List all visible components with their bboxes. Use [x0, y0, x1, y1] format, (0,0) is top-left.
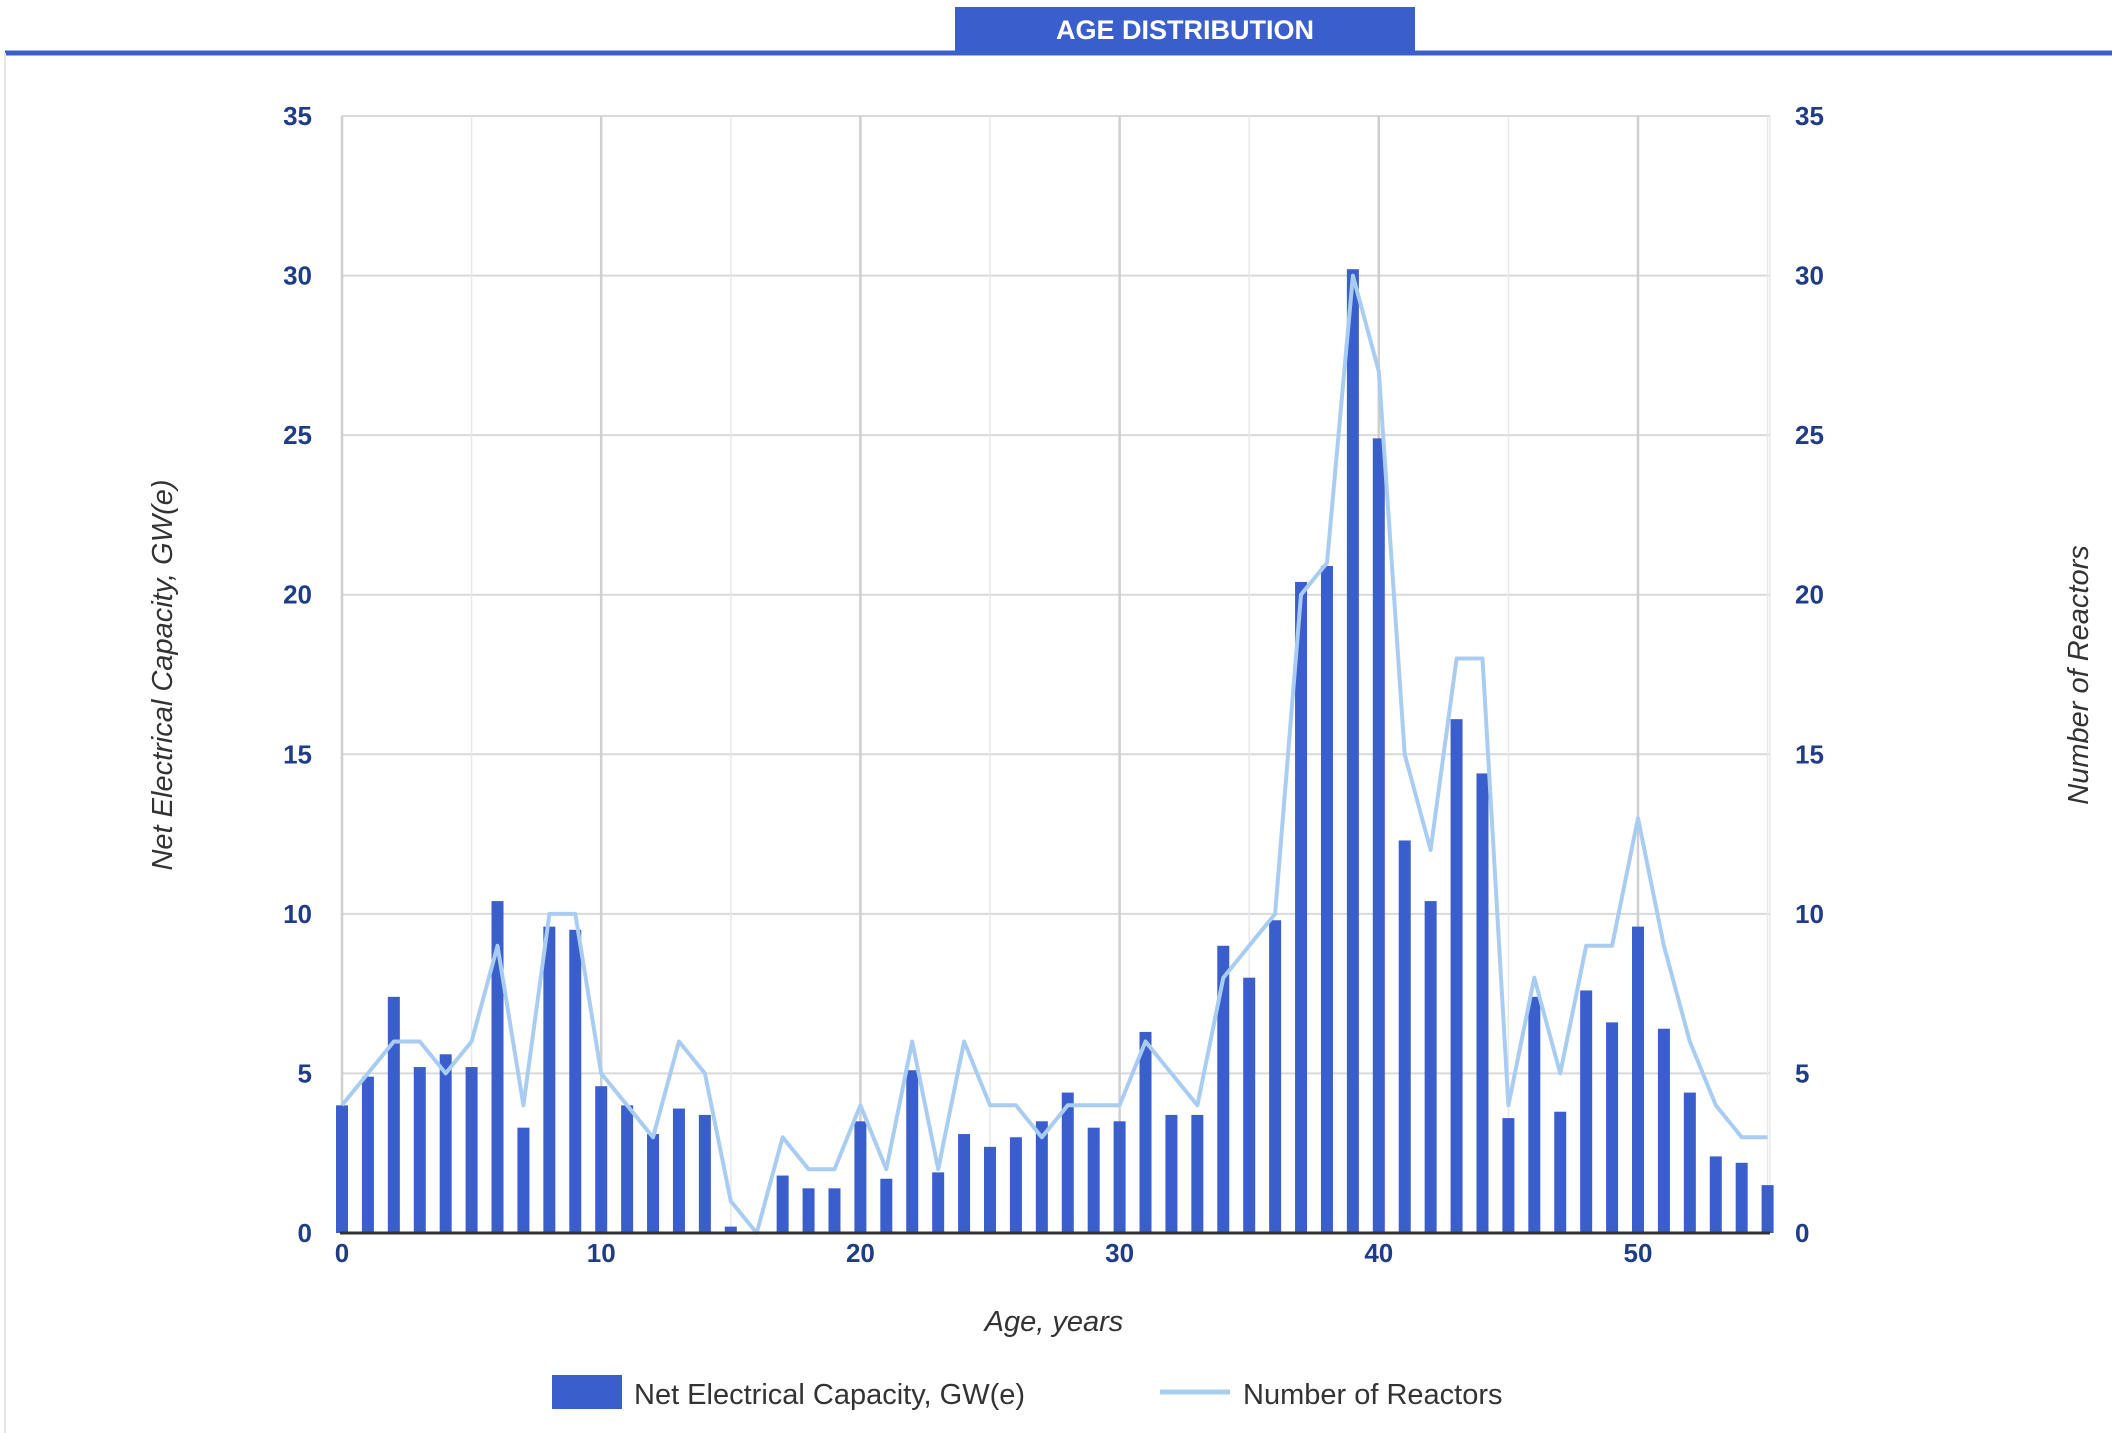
y-right-tick-label: 0	[1795, 1218, 1809, 1248]
capacity-bar	[361, 1076, 374, 1233]
capacity-bar	[387, 996, 400, 1233]
capacity-bar	[854, 1121, 867, 1233]
capacity-bar	[1398, 840, 1411, 1233]
capacity-bar	[1087, 1127, 1100, 1233]
y-left-tick-label: 25	[283, 420, 312, 450]
y-axis-right-ticks: 0 5 10 15 20 25 30 35	[1795, 101, 1824, 1248]
capacity-bar	[932, 1172, 945, 1233]
y-right-tick-label: 35	[1795, 101, 1824, 131]
y-left-tick-label: 15	[283, 739, 312, 769]
capacity-bar	[1243, 977, 1256, 1233]
capacity-bar	[336, 1105, 348, 1233]
capacity-bar	[1191, 1114, 1204, 1233]
capacity-bar	[724, 1226, 737, 1233]
capacity-bar	[1761, 1185, 1774, 1233]
capacity-bar	[1554, 1111, 1567, 1233]
capacity-bar	[1657, 1028, 1670, 1233]
capacity-bar	[698, 1114, 711, 1233]
capacity-bar	[1450, 719, 1463, 1233]
capacity-bar	[1295, 581, 1308, 1233]
capacity-bar	[569, 929, 582, 1233]
capacity-bar	[491, 901, 504, 1233]
capacity-bar	[958, 1134, 971, 1233]
capacity-bar	[1683, 1092, 1696, 1233]
capacity-bar	[439, 1054, 452, 1233]
capacity-bar	[1632, 926, 1644, 1233]
capacity-bar	[543, 926, 556, 1233]
capacity-bar	[1009, 1137, 1022, 1233]
y-right-tick-label: 25	[1795, 420, 1824, 450]
y-right-tick-label: 10	[1795, 899, 1824, 929]
capacity-bar	[1320, 565, 1333, 1233]
header-title: AGE DISTRIBUTION	[1056, 15, 1314, 45]
y-left-tick-label: 0	[298, 1218, 312, 1248]
capacity-bar	[1580, 990, 1593, 1233]
capacity-bar	[1502, 1118, 1515, 1233]
y-axis-left-title: Net Electrical Capacity, GW(e)	[147, 479, 179, 870]
capacity-bars	[336, 269, 1774, 1233]
capacity-bar	[776, 1175, 789, 1233]
capacity-bar	[1035, 1121, 1048, 1233]
x-tick-label: 40	[1364, 1238, 1393, 1268]
capacity-bar	[1709, 1156, 1722, 1233]
x-axis-title: Age, years	[983, 1306, 1124, 1338]
capacity-bar	[1346, 269, 1359, 1233]
capacity-bar	[1476, 773, 1489, 1233]
capacity-bar	[1269, 920, 1282, 1233]
gridlines	[340, 115, 1771, 1233]
capacity-bar	[672, 1108, 685, 1233]
y-left-tick-label: 5	[298, 1058, 312, 1088]
capacity-bar	[1528, 996, 1541, 1233]
y-right-tick-label: 5	[1795, 1058, 1809, 1088]
y-left-tick-label: 20	[283, 580, 312, 610]
capacity-bar	[465, 1067, 478, 1233]
reactor-count-series-line	[340, 273, 1768, 1235]
reactor-count-line	[340, 273, 1768, 1235]
y-axis-left-ticks: 0 5 10 15 20 25 30 35	[283, 101, 312, 1248]
x-tick-label: 50	[1624, 1238, 1653, 1268]
legend-label-capacity: Net Electrical Capacity, GW(e)	[634, 1379, 1025, 1411]
capacity-bar	[1424, 901, 1437, 1233]
capacity-bar	[984, 1146, 996, 1233]
y-left-tick-label: 30	[283, 261, 312, 291]
capacity-bar	[828, 1188, 841, 1233]
y-right-tick-label: 20	[1795, 580, 1824, 610]
x-tick-label: 10	[587, 1238, 616, 1268]
capacity-bar	[1735, 1162, 1748, 1233]
capacity-bar	[906, 1070, 919, 1233]
y-axis-right-title: Number of Reactors	[2063, 545, 2095, 805]
capacity-bar	[1606, 1022, 1619, 1233]
x-tick-label: 20	[846, 1238, 875, 1268]
x-axis-ticks: 0 10 20 30 40 50	[335, 1238, 1653, 1268]
capacity-bar	[621, 1105, 634, 1233]
header-title-box	[955, 7, 1415, 53]
capacity-bar	[517, 1127, 530, 1233]
legend: Net Electrical Capacity, GW(e) Number of…	[552, 1375, 1503, 1411]
capacity-bar	[1165, 1114, 1178, 1233]
capacity-bar	[647, 1134, 660, 1233]
y-right-tick-label: 15	[1795, 739, 1824, 769]
capacity-bar	[802, 1188, 815, 1233]
capacity-bar	[1113, 1121, 1126, 1233]
capacity-bar	[413, 1067, 426, 1233]
legend-swatch-capacity	[552, 1375, 622, 1409]
x-tick-label: 0	[335, 1238, 349, 1268]
capacity-bar	[1139, 1031, 1152, 1233]
capacity-bar	[1217, 945, 1230, 1233]
capacity-bar	[880, 1178, 893, 1233]
x-tick-label: 30	[1105, 1238, 1134, 1268]
capacity-bar	[1061, 1092, 1074, 1233]
y-right-tick-label: 30	[1795, 261, 1824, 291]
y-left-tick-label: 35	[283, 101, 312, 131]
capacity-bar	[595, 1086, 608, 1233]
capacity-bar	[1372, 438, 1385, 1233]
y-left-tick-label: 10	[283, 899, 312, 929]
legend-label-reactors: Number of Reactors	[1243, 1379, 1503, 1411]
